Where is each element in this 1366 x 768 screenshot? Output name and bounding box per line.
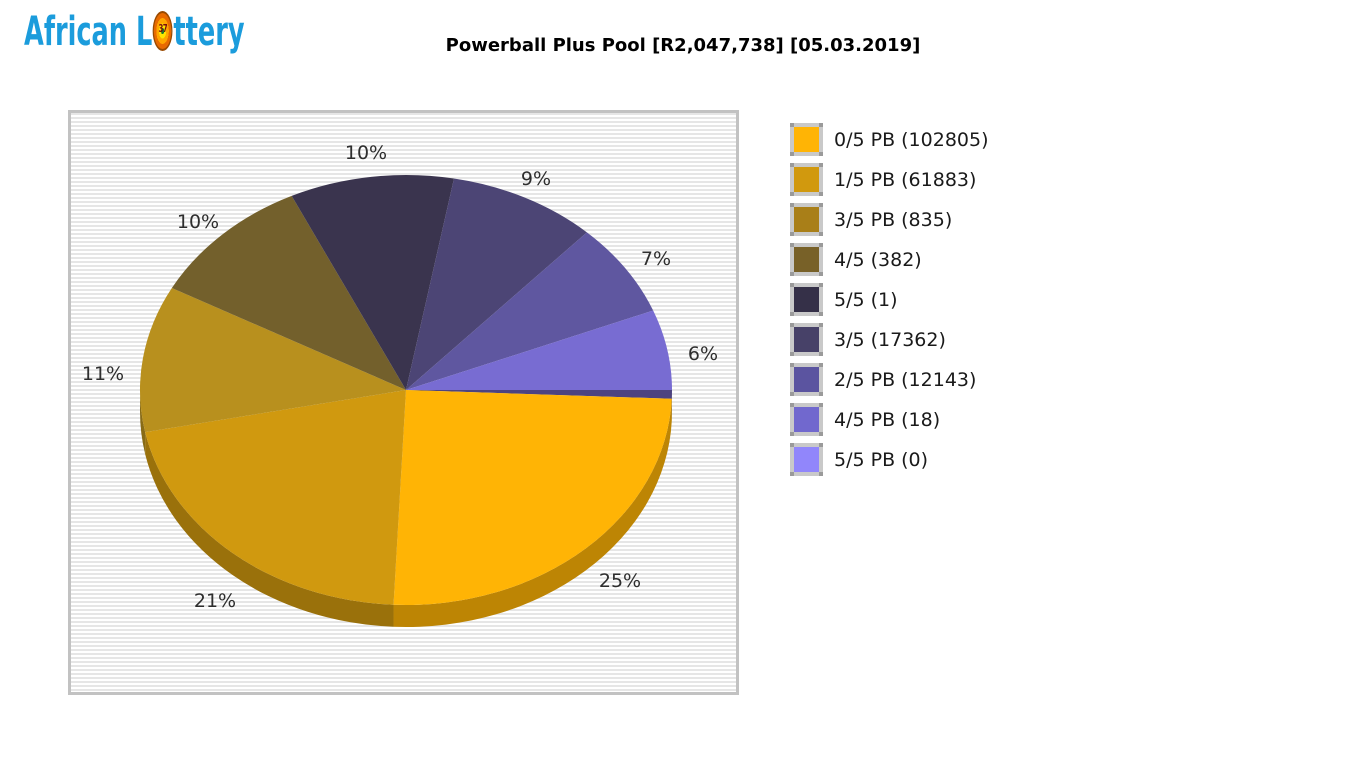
chart-panel: [68, 110, 739, 695]
page-title: Powerball Plus Pool [R2,047,738] [05.03.…: [445, 35, 921, 56]
legend-item: 0/5 PB (102805): [790, 123, 989, 156]
lottery-ball-icon: 37: [152, 11, 173, 51]
legend-label: 3/5 PB (835): [834, 208, 953, 231]
lottery-ball-number: 37: [158, 22, 168, 35]
legend-swatch: [790, 203, 823, 236]
legend-item: 3/5 (17362): [790, 323, 989, 356]
logo-text-left: African L: [24, 9, 153, 55]
legend-swatch: [790, 363, 823, 396]
legend-swatch: [790, 323, 823, 356]
pie-percent-label: 21%: [193, 590, 237, 612]
legend-swatch: [790, 163, 823, 196]
legend-label: 4/5 (382): [834, 248, 922, 271]
logo-text-right: ttery: [173, 9, 245, 55]
legend-item: 5/5 (1): [790, 283, 989, 316]
legend-swatch-fill: [794, 167, 819, 192]
legend-label: 4/5 PB (18): [834, 408, 941, 431]
legend-swatch-fill: [794, 407, 819, 432]
legend-swatch: [790, 443, 823, 476]
legend-swatch: [790, 403, 823, 436]
legend-swatch-fill: [794, 327, 819, 352]
legend-swatch-fill: [794, 287, 819, 312]
legend-item: 4/5 (382): [790, 243, 989, 276]
legend-swatch: [790, 283, 823, 316]
legend-item: 1/5 PB (61883): [790, 163, 989, 196]
legend-swatch: [790, 243, 823, 276]
legend-label: 0/5 PB (102805): [834, 128, 989, 151]
pie-percent-label: 11%: [81, 363, 125, 385]
legend-swatch-fill: [794, 447, 819, 472]
app-logo[interactable]: African L 37 ttery: [24, 10, 245, 54]
pie-percent-label: 7%: [640, 248, 672, 270]
legend-swatch: [790, 123, 823, 156]
legend-label: 5/5 (1): [834, 288, 898, 311]
legend-swatch-fill: [794, 247, 819, 272]
legend-label: 1/5 PB (61883): [834, 168, 977, 191]
legend-label: 2/5 PB (12143): [834, 368, 977, 391]
chart-legend: 0/5 PB (102805) 1/5 PB (61883) 3/5 PB (8…: [790, 123, 989, 483]
pie-percent-label: 9%: [520, 168, 552, 190]
pie-percent-label: 10%: [176, 211, 220, 233]
legend-item: 2/5 PB (12143): [790, 363, 989, 396]
legend-item: 5/5 PB (0): [790, 443, 989, 476]
pie-percent-label: 6%: [687, 343, 719, 365]
pie-percent-label: 25%: [598, 570, 642, 592]
legend-swatch-fill: [794, 127, 819, 152]
legend-item: 4/5 PB (18): [790, 403, 989, 436]
legend-swatch-fill: [794, 367, 819, 392]
legend-swatch-fill: [794, 207, 819, 232]
legend-label: 5/5 PB (0): [834, 448, 929, 471]
pie-chart: [139, 175, 672, 627]
pie-percent-label: 10%: [344, 142, 388, 164]
legend-item: 3/5 PB (835): [790, 203, 989, 236]
legend-label: 3/5 (17362): [834, 328, 946, 351]
